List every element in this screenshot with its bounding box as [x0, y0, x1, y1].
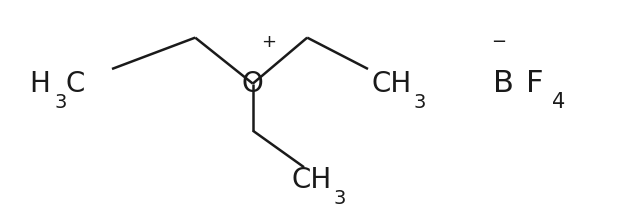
Text: +: +	[261, 33, 276, 51]
Text: CH: CH	[291, 166, 332, 194]
Text: C: C	[65, 70, 84, 98]
Text: −: −	[491, 33, 506, 51]
Text: H: H	[29, 70, 50, 98]
Text: CH: CH	[371, 70, 412, 98]
Text: B: B	[493, 69, 514, 98]
Text: 3: 3	[54, 93, 67, 112]
Text: F: F	[526, 69, 543, 98]
Text: 3: 3	[333, 189, 346, 208]
Text: 4: 4	[552, 92, 565, 112]
Text: 3: 3	[413, 93, 426, 112]
Text: O: O	[242, 70, 264, 98]
